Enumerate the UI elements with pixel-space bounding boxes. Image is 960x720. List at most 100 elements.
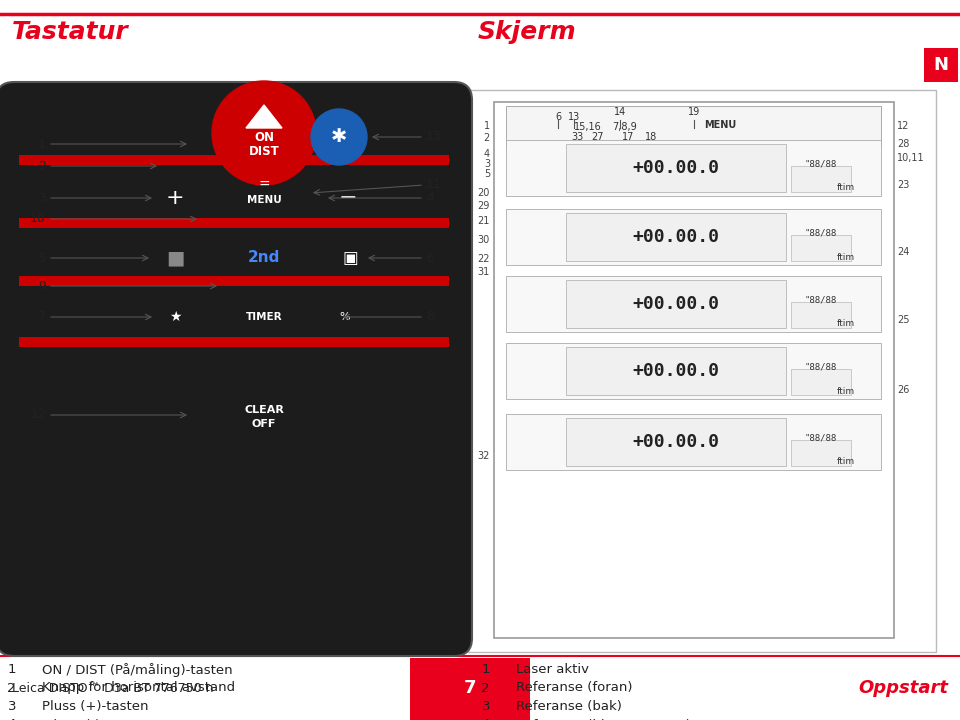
Text: 27: 27 [591,132,604,142]
Text: 13: 13 [568,112,580,122]
Text: 4: 4 [484,149,490,159]
Text: Knapp for horisontal avstand: Knapp for horisontal avstand [42,682,235,695]
Bar [10,90,458,652]
Text: 15,16: 15,16 [574,122,602,132]
Text: ftim: ftim [837,253,855,261]
Text: Laser aktiv: Laser aktiv [516,663,589,676]
Text: 7: 7 [464,679,476,697]
Text: 13: 13 [426,130,442,143]
Text: Referanse (foran): Referanse (foran) [516,682,633,695]
Text: Oppstart: Oppstart [858,679,948,697]
Text: ■: ■ [166,248,184,268]
Bar [468,90,936,652]
Text: 26: 26 [897,385,909,395]
Text: 2: 2 [482,682,490,695]
Bar [566,280,786,328]
Text: Skjerm: Skjerm [478,20,577,44]
Bar [19,155,449,165]
Text: ON / DIST (På/måling)-tasten: ON / DIST (På/måling)-tasten [42,663,232,677]
Text: 10,11: 10,11 [897,153,924,163]
Bar [506,140,881,196]
Text: =: = [258,178,270,192]
Text: 22: 22 [477,254,490,264]
Bar [791,369,851,395]
Text: 29: 29 [478,201,490,211]
Bar [791,302,851,328]
Text: 2: 2 [8,682,16,695]
Text: 3: 3 [38,192,46,204]
Text: 17: 17 [622,132,635,142]
Text: 9: 9 [38,279,46,292]
Bar [506,276,881,332]
Text: 3: 3 [8,700,16,713]
Text: 12: 12 [31,408,46,421]
Text: 24: 24 [897,247,909,257]
Text: ▣: ▣ [342,249,358,267]
Bar [19,218,449,228]
Text: Referanse (bak): Referanse (bak) [516,700,622,713]
Text: 32: 32 [478,451,490,461]
Bar [506,343,881,399]
Text: 2: 2 [38,160,46,173]
Text: 25: 25 [897,315,909,325]
Text: 6: 6 [426,251,434,264]
Text: CLEAR: CLEAR [244,405,284,415]
Text: ✱: ✱ [331,127,348,146]
Text: "88/88: "88/88 [804,228,837,238]
Text: OFF: OFF [252,419,276,429]
Text: ★: ★ [169,310,181,324]
Bar [410,658,530,720]
Polygon shape [246,105,282,128]
Text: 33: 33 [571,132,583,142]
FancyBboxPatch shape [0,82,472,656]
Text: ftim: ftim [837,457,855,467]
Text: 18: 18 [645,132,658,142]
Text: MENU: MENU [247,195,281,205]
Text: "88/88: "88/88 [804,295,837,305]
Text: DIST: DIST [249,145,279,158]
Text: "88/88: "88/88 [804,362,837,372]
Bar [19,276,449,286]
Bar [19,337,449,347]
Text: 2nd: 2nd [248,251,280,266]
Text: TIMER: TIMER [246,312,282,322]
Text: 5: 5 [484,169,490,179]
Bar [924,48,958,82]
Text: Pluss (+)-tasten: Pluss (+)-tasten [42,700,149,713]
Text: +00.00.0: +00.00.0 [633,362,719,380]
Text: 1: 1 [38,138,46,150]
Text: 30: 30 [478,235,490,245]
Text: %: % [340,312,350,322]
Text: 28: 28 [897,139,909,149]
Text: 19: 19 [688,107,700,117]
Text: 1: 1 [8,663,16,676]
Bar [791,166,851,192]
Text: 8: 8 [426,310,434,323]
Text: N: N [933,56,948,74]
Text: 3: 3 [484,159,490,169]
Text: 1: 1 [484,121,490,131]
Bar [566,347,786,395]
Text: "88/88: "88/88 [804,433,837,443]
Text: 11: 11 [426,179,442,192]
Bar [494,102,894,638]
Text: Leica DISTO™ D3a BT 776750 n: Leica DISTO™ D3a BT 776750 n [12,682,213,695]
Text: Tastatur: Tastatur [12,20,129,44]
Text: ftim: ftim [837,387,855,395]
Text: 3: 3 [482,700,490,713]
Bar [506,209,881,265]
Text: −: − [339,188,357,208]
Text: 21: 21 [478,216,490,226]
Text: +00.00.0: +00.00.0 [633,228,719,246]
Text: 23: 23 [897,180,909,190]
Bar [506,414,881,470]
Bar [791,235,851,261]
Text: ftim: ftim [837,184,855,192]
Bar [566,418,786,466]
Bar [566,144,786,192]
Text: ON: ON [254,131,274,144]
Text: 7: 7 [38,310,46,323]
Bar [791,440,851,466]
Text: Minus (-)-tasten: Minus (-)-tasten [42,719,147,720]
Text: 10: 10 [30,212,46,225]
